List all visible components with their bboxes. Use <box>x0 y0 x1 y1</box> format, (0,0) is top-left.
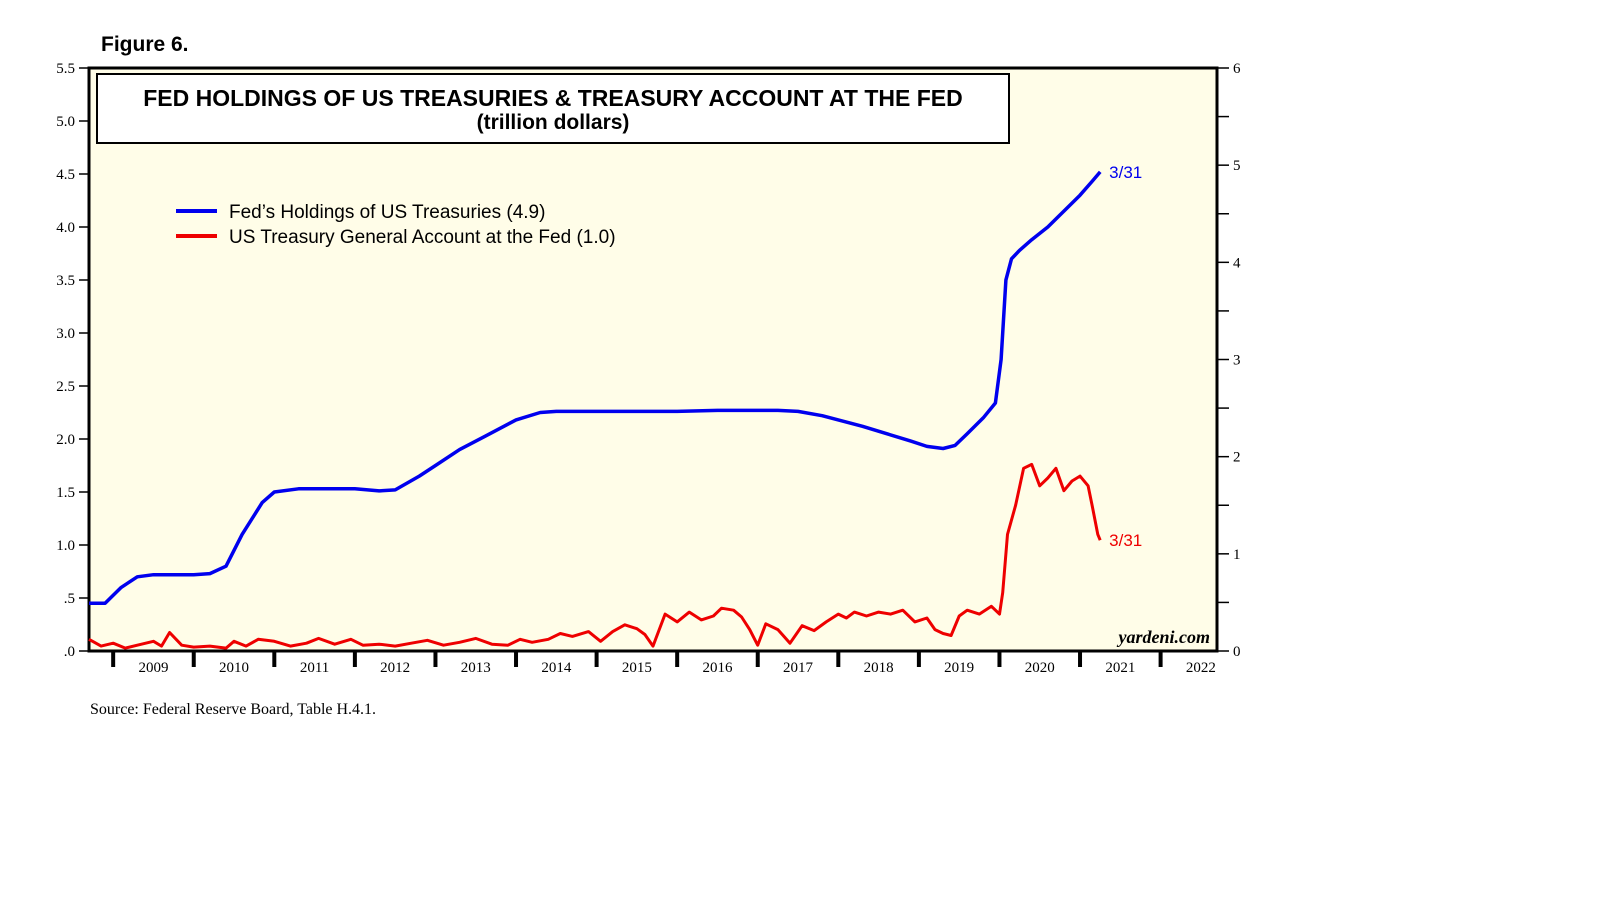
x-tick-label: 2015 <box>622 660 652 676</box>
right-tick-label: 1 <box>1233 547 1241 563</box>
x-tick-label: 2012 <box>380 660 410 676</box>
source-note: Source: Federal Reserve Board, Table H.4… <box>90 701 376 718</box>
right-tick-label: 0 <box>1233 644 1241 660</box>
left-axis: .0 .5 1.0 1.5 2.0 2.5 3.0 3.5 4.0 4.5 5.0 5.5 <box>56 61 89 660</box>
left-tick-label: 2.0 <box>56 432 75 448</box>
series-line-tga <box>88 462 1102 650</box>
x-tick-label: 2017 <box>783 660 814 676</box>
left-tick-label: 1.0 <box>56 538 75 554</box>
legend: Fed’s Holdings of US Treasuries (4.9) US… <box>176 202 616 248</box>
left-tick-label: .0 <box>64 644 75 660</box>
left-tick-label: 5.5 <box>56 61 75 77</box>
x-tick-label: 2019 <box>944 660 974 676</box>
title-box <box>96 73 1010 144</box>
x-tick-label: 2010 <box>219 660 249 676</box>
chart-title: FED HOLDINGS OF US TREASURIES & TREASURY… <box>143 85 963 111</box>
x-tick-label: 2018 <box>864 660 894 676</box>
chart-subtitle: (trillion dollars) <box>477 111 630 134</box>
x-tick-label: 2016 <box>702 660 733 676</box>
legend-label-treasuries: Fed’s Holdings of US Treasuries (4.9) <box>229 202 545 223</box>
right-axis: 0 1 2 3 4 5 6 <box>1217 61 1241 660</box>
left-tick-label: 2.5 <box>56 379 75 395</box>
left-tick-label: .5 <box>64 591 75 607</box>
left-tick-label: 4.5 <box>56 167 75 183</box>
end-label-tga: 3/31 <box>1109 531 1142 550</box>
x-tick-label: 2011 <box>300 660 329 676</box>
x-tick-label: 2020 <box>1025 660 1055 676</box>
left-tick-label: 1.5 <box>56 485 75 501</box>
x-tick-label: 2021 <box>1105 660 1135 676</box>
left-tick-label: 3.0 <box>56 326 75 342</box>
left-tick-label: 4.0 <box>56 220 75 236</box>
x-tick-label: 2014 <box>541 660 572 676</box>
series-line-treasuries <box>89 170 1102 606</box>
right-tick-label: 4 <box>1233 255 1241 271</box>
right-tick-label: 2 <box>1233 450 1241 466</box>
x-tick-label: 2013 <box>461 660 491 676</box>
x-axis: 2009 2010 2011 2012 2013 2014 2015 2016 2017 2018… <box>111 650 1216 676</box>
left-tick-label: 3.5 <box>56 273 75 289</box>
right-tick-label: 6 <box>1233 61 1241 77</box>
left-tick-label: 5.0 <box>56 114 75 130</box>
plot-area <box>89 68 1217 651</box>
right-tick-label: 5 <box>1233 158 1241 174</box>
right-tick-label: 3 <box>1233 353 1241 369</box>
x-tick-label: 2022 <box>1186 660 1216 676</box>
end-label-treasuries: 3/31 <box>1109 163 1142 182</box>
x-tick-label: 2009 <box>138 660 168 676</box>
figure-label: Figure 6. <box>101 33 189 56</box>
watermark: yardeni.com <box>1117 627 1211 647</box>
legend-label-tga: US Treasury General Account at the Fed (… <box>229 227 616 248</box>
